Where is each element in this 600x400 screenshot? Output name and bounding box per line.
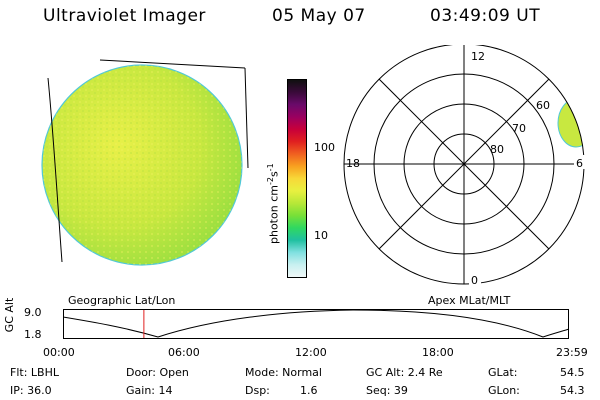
terminator-line-top [99, 59, 246, 69]
unit-exp2: -1 [266, 163, 275, 172]
colorbar [287, 79, 307, 278]
orbit-frame [63, 309, 569, 339]
orbit-xtick-2: 12:00 [295, 346, 327, 359]
unit-text-s: s [267, 171, 281, 178]
info-glat-label: GLat: [488, 366, 518, 379]
orbit-xtick-4: 23:59 [556, 346, 588, 359]
colorbar-tick-100: 100 [314, 141, 335, 154]
orbit-curve [63, 309, 570, 338]
info-glon-value: 54.3 [560, 384, 585, 397]
orbit-ytick-bottom: 1.8 [24, 328, 42, 341]
orbit-xtick-1: 06:00 [168, 346, 200, 359]
info-dsp-label: Dsp: [245, 384, 270, 397]
colorbar-unit-label: photon cm-2s-1 [266, 104, 281, 244]
orbit-xtick-0: 00:00 [43, 346, 75, 359]
time-label: 03:49:09 UT [430, 6, 541, 26]
terminator-line-right [244, 67, 249, 169]
unit-exp1: -2 [266, 177, 275, 186]
left-projection-label: Geographic Lat/Lon [68, 294, 176, 307]
info-seq: Seq: 39 [366, 384, 408, 397]
info-gain: Gain: 14 [126, 384, 173, 397]
polar-plot: 12 0 18 6 60 70 80 [343, 45, 586, 287]
lat-label-80: 80 [490, 143, 504, 156]
mlt-label-6: 6 [576, 157, 583, 170]
info-gc-alt: GC Alt: 2.4 Re [366, 366, 443, 379]
mlt-label-18: 18 [346, 157, 360, 170]
info-mode: Mode: Normal [245, 366, 322, 379]
auroral-spot [557, 98, 584, 148]
colorbar-tick-10: 10 [314, 229, 328, 242]
orbit-ytick-top: 9.0 [24, 306, 42, 319]
orbit-xtick-3: 18:00 [422, 346, 454, 359]
date-label: 05 May 07 [272, 6, 366, 26]
geographic-image [41, 59, 249, 266]
info-glon-label: GLon: [488, 384, 520, 397]
orbit-ylabel: GC Alt [3, 297, 16, 333]
info-glat-value: 54.5 [560, 366, 585, 379]
info-door: Door: Open [126, 366, 189, 379]
lat-label-70: 70 [512, 122, 526, 135]
mlt-label-0: 0 [471, 274, 478, 287]
orbit-plot [63, 309, 570, 339]
unit-text: photon cm [267, 185, 281, 244]
info-filter: Flt: LBHL [10, 366, 59, 379]
mlt-label-12: 12 [471, 50, 485, 63]
info-dsp-value: 1.6 [300, 384, 318, 397]
info-ip: IP: 36.0 [10, 384, 52, 397]
lat-label-60: 60 [536, 99, 550, 112]
polar-diag-2 [378, 78, 550, 250]
instrument-title: Ultraviolet Imager [43, 6, 206, 26]
polar-projection-label: Apex MLat/MLT [428, 294, 511, 307]
terminator-line-left [47, 77, 63, 263]
